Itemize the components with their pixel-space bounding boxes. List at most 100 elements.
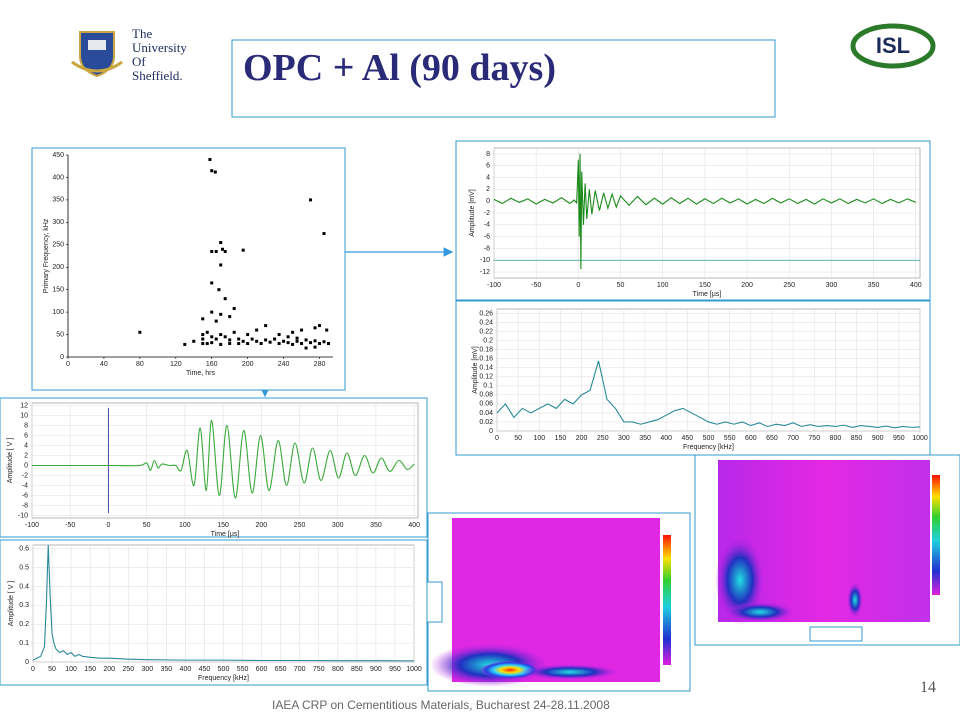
y-tick-label: 0 <box>486 198 490 205</box>
isl-text: ISL <box>876 33 910 58</box>
x-tick-label: 600 <box>256 666 268 673</box>
x-tick-label: 400 <box>910 282 922 289</box>
point <box>237 337 241 341</box>
point <box>223 297 227 301</box>
y-tick-label: 150 <box>52 287 64 294</box>
y-tick-label: 250 <box>52 242 64 249</box>
x-tick-label: 50 <box>143 522 151 529</box>
point <box>295 336 299 340</box>
point <box>201 337 205 341</box>
logo-text: Of <box>132 54 146 69</box>
title: OPC + Al (90 days) <box>243 47 556 89</box>
logo-text: University <box>132 40 187 55</box>
x-tick-label: 100 <box>533 435 545 442</box>
y-tick-label: -4 <box>22 482 28 489</box>
x-tick-label: 250 <box>597 435 609 442</box>
x-tick-label: 500 <box>703 435 715 442</box>
point <box>201 333 205 337</box>
x-tick-label: 40 <box>100 361 108 368</box>
x-axis-label: Frequency [kHz] <box>198 675 249 682</box>
y-tick-label: 0.26 <box>479 310 493 317</box>
spectrogram-1 <box>421 512 691 692</box>
point <box>246 342 250 346</box>
x-tick-label: 850 <box>851 435 863 442</box>
x-tick-label: 300 <box>332 522 344 529</box>
point <box>304 338 308 342</box>
point <box>205 342 209 346</box>
y-tick-label: 10 <box>20 412 28 419</box>
chart-frame <box>31 147 346 391</box>
y-tick-label: 350 <box>52 197 64 204</box>
point <box>318 342 322 346</box>
point <box>219 342 223 346</box>
point <box>327 342 331 346</box>
y-tick-label: 450 <box>52 152 64 159</box>
y-tick-label: 6 <box>24 432 28 439</box>
y-tick-label: 0 <box>25 659 29 666</box>
point <box>304 346 308 350</box>
y-tick-label: 300 <box>52 219 64 226</box>
point <box>210 250 214 254</box>
data-line <box>493 153 916 270</box>
x-tick-label: 200 <box>741 282 753 289</box>
y-tick-label: -10 <box>480 257 490 264</box>
x-tick-label: 250 <box>783 282 795 289</box>
x-tick-label: 550 <box>724 435 736 442</box>
point <box>241 248 245 252</box>
y-tick-label: 0.24 <box>479 319 493 326</box>
x-tick-label: 800 <box>332 666 344 673</box>
isl-logo: ISL <box>850 23 936 69</box>
x-tick-label: 700 <box>294 666 306 673</box>
point <box>300 342 304 346</box>
x-tick-label: 450 <box>682 435 694 442</box>
x-tick-label: 350 <box>639 435 651 442</box>
point <box>223 335 227 339</box>
point <box>138 330 142 334</box>
x-tick-label: 900 <box>872 435 884 442</box>
y-tick-label: -4 <box>484 222 490 229</box>
point <box>286 335 290 339</box>
x-tick-label: 300 <box>618 435 630 442</box>
y-tick-label: -2 <box>22 472 28 479</box>
sheffield-logo: The University Of Sheffield. <box>71 26 187 83</box>
point <box>232 330 236 334</box>
x-tick-label: 50 <box>617 282 625 289</box>
point <box>277 333 281 337</box>
point <box>210 281 214 285</box>
y-tick-label: 200 <box>52 264 64 271</box>
x-axis-label: Time [µs] <box>693 291 722 298</box>
x-tick-label: -100 <box>25 522 39 529</box>
x-tick-label: 300 <box>141 666 153 673</box>
point <box>228 338 232 342</box>
point <box>201 342 205 346</box>
point <box>217 288 221 292</box>
point <box>241 339 245 343</box>
point <box>295 339 299 343</box>
point <box>264 324 268 328</box>
point <box>228 315 232 319</box>
x-tick-label: 120 <box>170 361 182 368</box>
point <box>255 339 259 343</box>
point <box>255 328 259 332</box>
x-tick-label: 80 <box>136 361 144 368</box>
y-tick-label: 4 <box>486 174 490 181</box>
x-tick-label: 100 <box>179 522 191 529</box>
point <box>273 337 277 341</box>
logo-text: The <box>132 26 152 41</box>
x-tick-label: 50 <box>514 435 522 442</box>
x-tick-label: 200 <box>255 522 267 529</box>
x-tick-label: 0 <box>66 361 70 368</box>
data-line <box>496 360 921 429</box>
point <box>259 342 263 346</box>
x-tick-label: 280 <box>314 361 326 368</box>
x-tick-label: 250 <box>122 666 134 673</box>
x-tick-label: 550 <box>237 666 249 673</box>
y-tick-label: -6 <box>22 492 28 499</box>
point <box>322 232 326 236</box>
y-tick-label: 0.14 <box>479 365 493 372</box>
x-tick-label: 0 <box>495 435 499 442</box>
y-tick-label: 0 <box>24 462 28 469</box>
point <box>214 250 218 254</box>
x-tick-label: 700 <box>787 435 799 442</box>
